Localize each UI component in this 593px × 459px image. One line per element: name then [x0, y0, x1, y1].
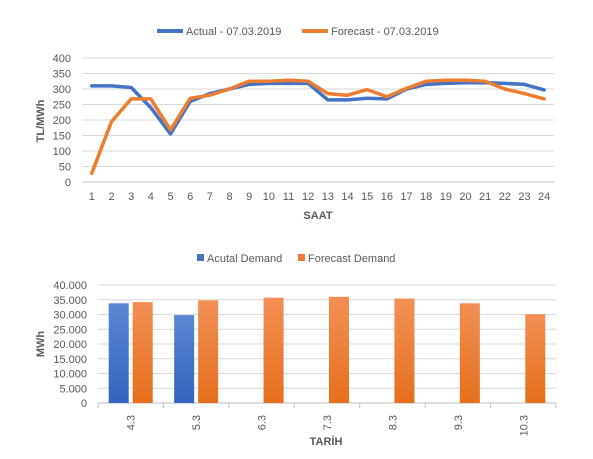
bar-chart-x-ticks: 4.3 5.3 6.3 7.3 8.3 9.3 10.3	[126, 415, 531, 436]
x-tick-label: 5	[167, 191, 173, 203]
y-tick-label: 350	[53, 69, 71, 81]
bar-forecast-demand	[394, 298, 415, 403]
y-tick-label: 5.000	[59, 383, 87, 395]
x-tick-label: 9.3	[453, 415, 465, 430]
y-tick-label: 300	[53, 84, 71, 96]
x-tick-label: 8	[226, 191, 232, 203]
bar-forecast-demand	[263, 297, 284, 403]
legend-label-actual-demand: Acutal Demand	[207, 253, 282, 265]
legend-swatch-actual-demand	[197, 254, 204, 261]
bar-chart-x-axis-title: TARİH	[310, 435, 343, 448]
bar-chart-bars	[108, 296, 546, 403]
x-tick-label: 9	[246, 191, 252, 203]
y-tick-label: 400	[53, 53, 71, 65]
bar-chart-gridlines	[97, 284, 557, 408]
y-tick-label: 0	[65, 177, 71, 189]
x-tick-label: 18	[420, 191, 432, 203]
bar-forecast-demand	[329, 296, 349, 403]
line-chart-legend: Actual - 07.03.2019 Forecast - 07.03.201…	[157, 26, 439, 38]
bar-forecast-demand	[198, 300, 219, 403]
series-line-actual	[90, 81, 546, 136]
line-chart: Actual - 07.03.2019 Forecast - 07.03.201…	[35, 26, 554, 222]
x-tick-label: 4	[148, 191, 154, 203]
x-tick-label: 11	[283, 191, 294, 203]
y-tick-label: 100	[53, 146, 71, 158]
series-line-forecast	[90, 78, 546, 176]
bar-forecast-demand	[132, 302, 153, 403]
bar-actual-demand	[108, 303, 129, 403]
x-tick-label: 8.3	[387, 415, 399, 430]
x-tick-label: 13	[322, 191, 334, 203]
x-tick-label: 4.3	[126, 415, 138, 430]
y-tick-label: 20.000	[53, 339, 87, 351]
x-tick-label: 14	[341, 191, 353, 203]
x-tick-label: 22	[499, 191, 511, 203]
bar-actual-demand	[174, 315, 195, 403]
y-tick-label: 0	[81, 398, 87, 410]
bar-chart-y-axis-title: MWh	[35, 331, 47, 358]
y-tick-label: 250	[53, 100, 71, 112]
x-tick-label: 23	[518, 191, 530, 203]
y-tick-label: 30.000	[53, 310, 87, 322]
line-chart-x-ticks: 1 2 3 4 5 6 7 8 9 10 11 12 13 14 15 16 17 18 19 20 21 22 23 24	[89, 191, 551, 203]
x-tick-label: 24	[538, 191, 550, 203]
x-tick-label: 2	[108, 191, 114, 203]
x-tick-label: 7.3	[322, 415, 334, 430]
legend-label-actual: Actual - 07.03.2019	[186, 26, 281, 38]
y-tick-label: 35.000	[53, 295, 87, 307]
x-tick-label: 5.3	[191, 415, 203, 430]
x-tick-label: 16	[381, 191, 393, 203]
line-chart-series	[90, 78, 546, 176]
x-tick-label: 10	[263, 191, 275, 203]
x-tick-label: 1	[89, 191, 95, 203]
legend-swatch-forecast-demand	[298, 254, 305, 261]
y-tick-label: 15.000	[53, 354, 87, 366]
x-tick-label: 6.3	[257, 415, 269, 430]
x-tick-label: 12	[302, 191, 314, 203]
y-tick-label: 200	[53, 115, 71, 127]
line-chart-y-ticks: 0 50 100 150 200 250 300 350 400	[53, 53, 71, 189]
x-tick-label: 20	[459, 191, 471, 203]
y-tick-label: 10.000	[53, 369, 87, 381]
x-tick-label: 15	[361, 191, 373, 203]
x-tick-label: 6	[187, 191, 193, 203]
x-tick-label: 21	[479, 191, 491, 203]
bar-forecast-demand	[525, 314, 546, 403]
legend-label-forecast: Forecast - 07.03.2019	[331, 26, 439, 38]
x-tick-label: 7	[207, 191, 213, 203]
y-tick-label: 25.000	[53, 324, 87, 336]
line-chart-y-axis-title: TL/MWh	[35, 99, 47, 142]
bar-chart-y-ticks: 0 5.000 10.000 15.000 20.000 25.000 30.000 35.0…	[53, 280, 87, 410]
x-tick-label: 19	[440, 191, 452, 203]
y-tick-label: 50	[59, 162, 71, 174]
bar-chart-legend: Acutal Demand Forecast Demand	[197, 253, 395, 265]
x-tick-label: 17	[400, 191, 412, 203]
x-tick-label: 10.3	[518, 415, 530, 436]
bar-forecast-demand	[459, 303, 480, 403]
x-tick-label: 3	[128, 191, 134, 203]
y-tick-label: 150	[53, 131, 71, 143]
line-chart-x-axis-title: SAAT	[303, 210, 332, 222]
bar-chart: Acutal Demand Forecast Demand 0 5.000 10.0…	[35, 253, 557, 448]
y-tick-label: 40.000	[53, 280, 87, 292]
legend-label-forecast-demand: Forecast Demand	[308, 253, 395, 265]
line-chart-gridlines	[82, 57, 554, 183]
